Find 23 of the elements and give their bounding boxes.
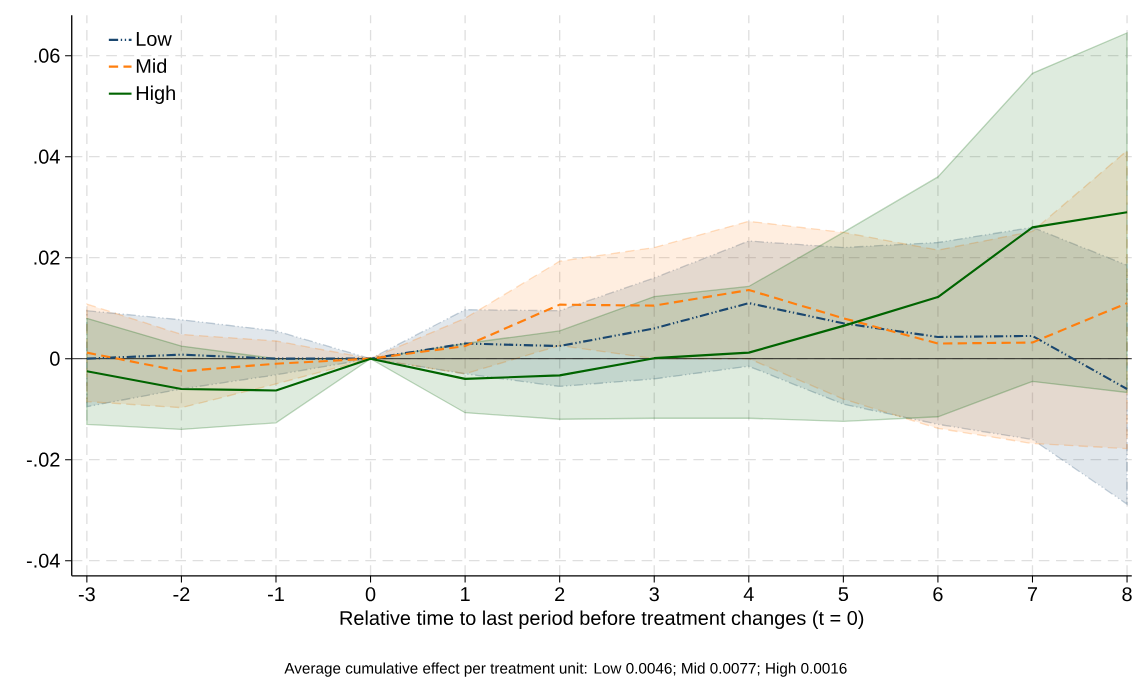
y-tick-label: -.04 bbox=[26, 553, 60, 568]
y-tick-label: -.02 bbox=[26, 452, 60, 467]
legend-label: Low bbox=[136, 31, 172, 46]
x-tick-label: 0 bbox=[365, 586, 376, 602]
legend-label: Mid bbox=[136, 58, 167, 73]
x-tick-label: 5 bbox=[838, 586, 849, 601]
y-tick-label: .06 bbox=[34, 48, 60, 63]
x-tick-label: 3 bbox=[649, 586, 659, 602]
y-tick-label: .04 bbox=[34, 149, 60, 164]
x-tick-label: 2 bbox=[555, 586, 565, 601]
y-tick-label: 0 bbox=[50, 351, 60, 366]
x-tick-label: 6 bbox=[933, 586, 943, 602]
x-tick-label: 4 bbox=[743, 586, 754, 601]
y-tick-label: .02 bbox=[34, 250, 60, 265]
x-tick-label: 7 bbox=[1027, 586, 1038, 601]
x-tick-label: 8 bbox=[1122, 586, 1132, 602]
x-tick-label: -1 bbox=[268, 586, 284, 601]
x-tick-label: -3 bbox=[78, 586, 95, 602]
text: Average cumulative effect per treatment unit: Low 0.0046; Mid 0.0077; High 0.0016 bbox=[284, 662, 847, 677]
legend-label: High bbox=[136, 85, 175, 104]
x-tick-label: -2 bbox=[173, 586, 190, 601]
x-tick-label: 1 bbox=[461, 586, 470, 601]
x-axis-title: Relative time to last period before treatment changes (t = 0) bbox=[340, 610, 864, 629]
